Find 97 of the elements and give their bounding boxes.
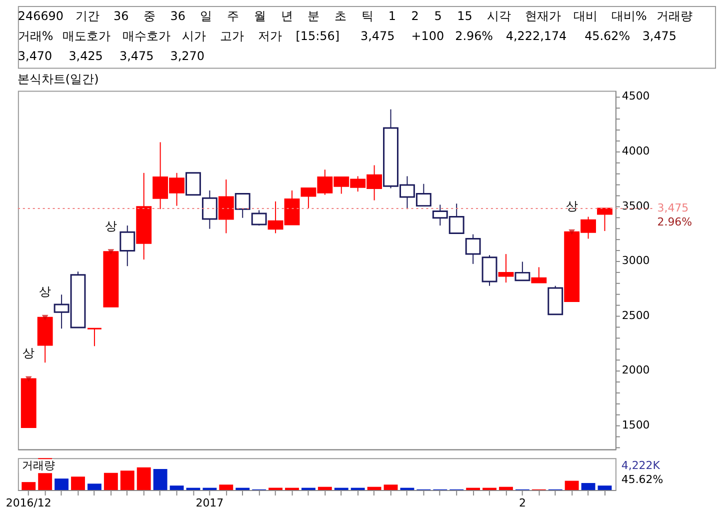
text: 년 (280, 8, 293, 23)
text: 대비 (574, 8, 598, 23)
text: 3,475 (642, 28, 677, 43)
text: 틱 (361, 8, 374, 23)
bar (334, 488, 348, 490)
candlestick (465, 234, 481, 264)
text: 36 (114, 8, 129, 23)
annotation: 상 (22, 346, 35, 360)
y-tick-label: 3000 (622, 254, 650, 268)
text: 2.96% (455, 28, 494, 43)
text: 15 (457, 8, 472, 23)
text: 월 (254, 8, 266, 23)
text: 저가 (258, 28, 282, 43)
bar (202, 488, 217, 490)
bar (318, 486, 332, 490)
bar (71, 476, 85, 490)
y-tick-label: 3500 (622, 199, 650, 212)
bar (219, 484, 234, 490)
text: 2.96% (657, 215, 692, 228)
text: 4,222K (621, 459, 661, 472)
candlestick (120, 225, 136, 267)
bar (482, 488, 496, 490)
annotation: 상 (566, 199, 578, 214)
text: 36 (170, 8, 186, 23)
chart-title: 본식차트(일간) (17, 72, 99, 86)
text: 45.62% (621, 473, 664, 486)
y-tick-label: 2500 (622, 308, 650, 322)
text: 매수호가 (122, 28, 170, 43)
text: 현재가 (524, 8, 561, 23)
candlestick (531, 266, 547, 284)
bar (22, 482, 36, 490)
bar (236, 488, 250, 490)
text: 5 (434, 8, 442, 23)
bar (598, 486, 612, 490)
text: [15:56] (296, 28, 340, 43)
bar (136, 467, 151, 490)
text: 거래% (18, 28, 54, 43)
bar (350, 488, 365, 490)
bar (384, 484, 398, 490)
text: 일 (200, 8, 212, 23)
y-tick-label: 4000 (622, 144, 650, 158)
candlestick (251, 210, 267, 226)
annotation: 상 (39, 284, 52, 299)
text: 중 (143, 8, 156, 23)
ref-line-label: 3,475 (657, 202, 689, 215)
bar (301, 488, 316, 490)
bar (400, 488, 414, 490)
text: +100 (411, 28, 444, 43)
bar (564, 480, 579, 490)
y-tick-label: 2000 (622, 364, 650, 377)
bar (104, 472, 118, 490)
bar (120, 470, 134, 490)
text: 45.62% (584, 28, 630, 43)
candlestick (202, 190, 218, 230)
text: 3,270 (170, 48, 204, 63)
x-tick-label: 2016/12 (6, 496, 52, 510)
candlestick (514, 261, 530, 282)
candlestick (218, 178, 234, 234)
bar (499, 486, 513, 490)
candlestick (234, 193, 250, 218)
text: 기간 (76, 8, 100, 23)
x-tick-label: 2017 (196, 496, 224, 510)
bar (54, 478, 69, 490)
text: 4,222,174 (506, 28, 567, 43)
bar (170, 486, 184, 490)
x-tick-label: 2 (518, 496, 526, 510)
y-tick-label: 4500 (622, 90, 650, 103)
bar (367, 486, 382, 490)
y-tick-label: 1500 (622, 418, 650, 432)
candlestick (498, 254, 514, 284)
bar (87, 484, 102, 490)
text: 매도호가 (62, 28, 111, 43)
candlestick (597, 208, 612, 232)
text: 3,475 (120, 48, 154, 63)
text: 초 (334, 8, 347, 23)
bar (153, 468, 168, 490)
text: 3,470 (18, 48, 52, 63)
bar (466, 488, 480, 490)
text: 2 (411, 8, 419, 23)
text: 분 (308, 8, 320, 23)
chart-title: 거래량 (22, 459, 55, 472)
text: 거래량 (656, 8, 692, 23)
bar (268, 488, 282, 490)
text: 시각 (486, 8, 511, 23)
text: 시가 (182, 28, 206, 43)
text: 3,475 (360, 28, 395, 43)
candlestick (86, 328, 102, 347)
bar (581, 483, 596, 490)
text: 246690 (18, 8, 64, 23)
text: 3,425 (68, 48, 103, 63)
text: 대비% (611, 8, 647, 23)
text: 고가 (220, 28, 244, 43)
text: 1 (388, 8, 396, 23)
annotation: 상 (104, 218, 117, 233)
text: 주 (227, 8, 240, 23)
candlestick (186, 172, 201, 196)
bar (285, 488, 299, 490)
